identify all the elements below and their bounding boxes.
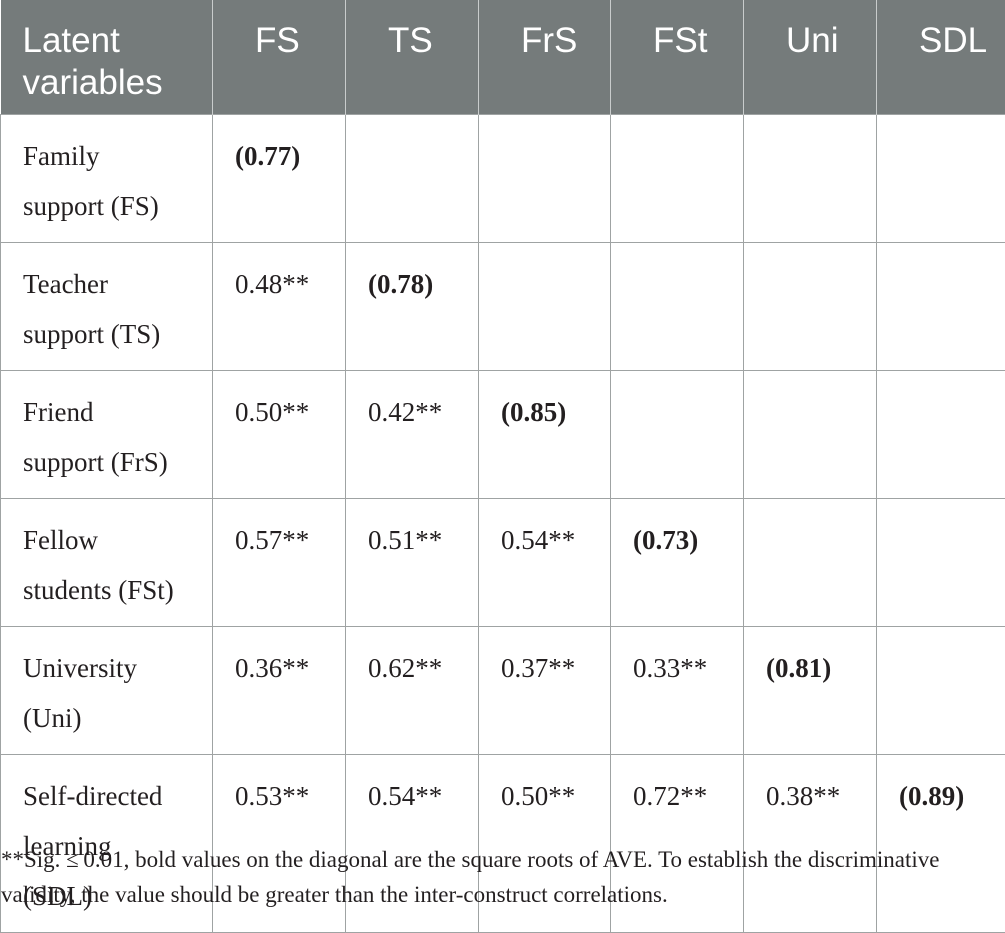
- table-cell: [877, 370, 1005, 498]
- table-cell: 0.33**: [611, 626, 744, 754]
- table-cell: (0.78): [346, 242, 479, 370]
- table-cell: [744, 370, 877, 498]
- correlation-value: 0.33**: [633, 653, 707, 683]
- row-label-line: Family: [23, 141, 100, 171]
- table-cell: 0.36**: [213, 626, 346, 754]
- diagonal-value: (0.78): [368, 269, 433, 299]
- table-cell: [479, 114, 611, 242]
- correlation-value: 0.50**: [501, 781, 575, 811]
- table-cell: [877, 626, 1005, 754]
- table-cell: [611, 114, 744, 242]
- table-cell: (0.85): [479, 370, 611, 498]
- row-label-line: support (TS): [23, 319, 160, 349]
- table-cell: (0.77): [213, 114, 346, 242]
- correlation-value: 0.54**: [368, 781, 442, 811]
- table-cell: 0.51**: [346, 498, 479, 626]
- table-cell: 0.37**: [479, 626, 611, 754]
- table-cell: [744, 498, 877, 626]
- correlation-value: 0.37**: [501, 653, 575, 683]
- table-cell: 0.54**: [479, 498, 611, 626]
- row-label-line: (Uni): [23, 703, 81, 733]
- row-label-line: University: [23, 653, 137, 683]
- diagonal-value: (0.85): [501, 397, 566, 427]
- table-cell: [877, 242, 1005, 370]
- table-row: Fellow students (FSt) 0.57** 0.51** 0.54** (0…: [1, 498, 1005, 626]
- row-label-line: Self-directed: [23, 781, 162, 811]
- row-label-line: Friend: [23, 397, 94, 427]
- correlation-value: 0.42**: [368, 397, 442, 427]
- row-label-line: support (FrS): [23, 447, 168, 477]
- table-row: Friend support (FrS) 0.50** 0.42** (0.85): [1, 370, 1005, 498]
- header-uni: Uni: [744, 0, 877, 114]
- header-fs: FS: [213, 0, 346, 114]
- correlation-value: 0.53**: [235, 781, 309, 811]
- table-row: University (Uni) 0.36** 0.62** 0.37** 0.33** (…: [1, 626, 1005, 754]
- row-label-line: support (FS): [23, 191, 159, 221]
- row-label: Teacher support (TS): [1, 242, 213, 370]
- header-fst: FSt: [611, 0, 744, 114]
- header-sdl: SDL: [877, 0, 1005, 114]
- header-frs: FrS: [479, 0, 611, 114]
- table-cell: [611, 370, 744, 498]
- row-label-line: Fellow: [23, 525, 98, 555]
- table-cell: 0.57**: [213, 498, 346, 626]
- table-cell: 0.42**: [346, 370, 479, 498]
- row-label: Friend support (FrS): [1, 370, 213, 498]
- correlation-value: 0.62**: [368, 653, 442, 683]
- row-label-line: students (FSt): [23, 575, 174, 605]
- diagonal-value: (0.81): [766, 653, 831, 683]
- row-label-line: Teacher: [23, 269, 108, 299]
- correlation-value: 0.50**: [235, 397, 309, 427]
- row-label: University (Uni): [1, 626, 213, 754]
- correlation-value: 0.36**: [235, 653, 309, 683]
- correlation-value: 0.48**: [235, 269, 309, 299]
- table-cell: [611, 242, 744, 370]
- diagonal-value: (0.73): [633, 525, 698, 555]
- table-row: Teacher support (TS) 0.48** (0.78): [1, 242, 1005, 370]
- table-cell: [877, 114, 1005, 242]
- table-cell: (0.73): [611, 498, 744, 626]
- table-cell: [744, 114, 877, 242]
- table-row: Family support (FS) (0.77): [1, 114, 1005, 242]
- correlation-value: 0.54**: [501, 525, 575, 555]
- diagonal-value: (0.77): [235, 141, 300, 171]
- table-cell: 0.62**: [346, 626, 479, 754]
- row-label: Family support (FS): [1, 114, 213, 242]
- table-cell: (0.81): [744, 626, 877, 754]
- correlation-value: 0.57**: [235, 525, 309, 555]
- table-footnote: **Sig. ≤ 0.01, bold values on the diagon…: [1, 842, 1001, 912]
- table-cell: 0.48**: [213, 242, 346, 370]
- table-body: Family support (FS) (0.77) Teacher support (…: [1, 114, 1005, 932]
- correlation-value: 0.38**: [766, 781, 840, 811]
- correlation-value: 0.51**: [368, 525, 442, 555]
- table-cell: [744, 242, 877, 370]
- diagonal-value: (0.89): [899, 781, 964, 811]
- table-cell: [346, 114, 479, 242]
- correlation-value: 0.72**: [633, 781, 707, 811]
- row-label: Fellow students (FSt): [1, 498, 213, 626]
- table-cell: 0.50**: [213, 370, 346, 498]
- table-cell: [877, 498, 1005, 626]
- header-ts: TS: [346, 0, 479, 114]
- table-cell: [479, 242, 611, 370]
- footnote-text: **Sig. ≤ 0.01, bold values on the diagon…: [1, 842, 1001, 912]
